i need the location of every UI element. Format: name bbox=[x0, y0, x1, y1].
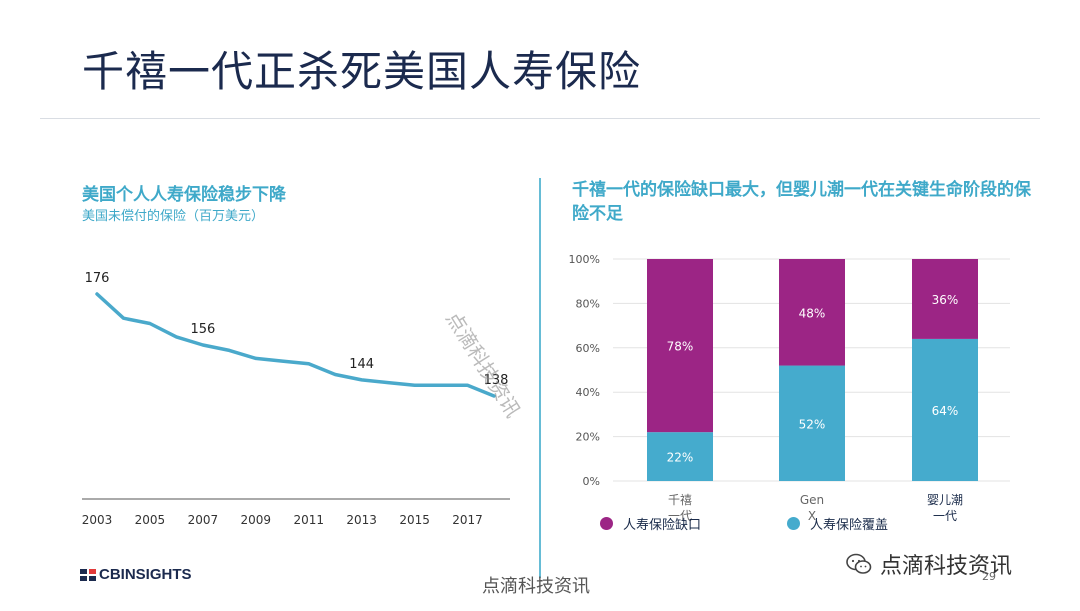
y-tick-label: 20% bbox=[576, 431, 600, 444]
bar-value-label: 36% bbox=[932, 293, 959, 307]
bar-value-label: 48% bbox=[799, 306, 826, 320]
left-chart-subtitle: 美国未偿付的保险（百万美元） bbox=[82, 209, 265, 224]
category-label: 一代 bbox=[668, 509, 692, 523]
y-tick-label: 100% bbox=[569, 253, 600, 266]
x-tick-label: 2003 bbox=[82, 513, 113, 527]
bar-value-label: 52% bbox=[799, 417, 826, 431]
bar-segment bbox=[779, 365, 845, 481]
title-divider bbox=[40, 118, 1040, 119]
bar-segment bbox=[912, 338, 978, 481]
bar-segment bbox=[912, 259, 978, 339]
bar-value-label: 64% bbox=[932, 404, 959, 418]
cbinsights-logo-text: CBINSIGHTS bbox=[99, 566, 192, 583]
x-tick-label: 2015 bbox=[399, 513, 430, 527]
line-data-label: 144 bbox=[349, 357, 374, 372]
legend-swatch-coverage bbox=[787, 517, 800, 530]
x-tick-label: 2005 bbox=[135, 513, 166, 527]
cbinsights-logo-icon bbox=[80, 568, 96, 581]
legend-label-gap: 人寿保险缺口 bbox=[623, 518, 702, 533]
legend-swatch-gap bbox=[600, 517, 613, 530]
panel-divider bbox=[539, 178, 541, 578]
x-tick-label: 2007 bbox=[188, 513, 219, 527]
bar-segment bbox=[779, 259, 845, 366]
x-tick-label: 2009 bbox=[241, 513, 272, 527]
line-series bbox=[95, 292, 496, 398]
cbinsights-logo: CBINSIGHTS bbox=[80, 566, 192, 583]
wechat-icon bbox=[846, 553, 872, 574]
bar-value-label: 22% bbox=[667, 451, 694, 465]
category-label: 一代 bbox=[933, 509, 957, 523]
y-tick-label: 40% bbox=[576, 386, 600, 399]
legend-item-coverage: 人寿保险覆盖 bbox=[787, 514, 888, 533]
page-number: 29 bbox=[982, 570, 996, 583]
page-title: 千禧一代正杀死美国人寿保险 bbox=[82, 47, 642, 96]
watermark-badge: 点滴科技资讯 bbox=[846, 548, 1012, 580]
line-data-label: 156 bbox=[190, 322, 215, 337]
bar-segment bbox=[647, 259, 713, 433]
y-tick-label: 80% bbox=[576, 297, 600, 310]
x-tick-label: 2013 bbox=[346, 513, 377, 527]
x-tick-label: 2011 bbox=[293, 513, 324, 527]
x-tick-label: 2017 bbox=[452, 513, 483, 527]
y-tick-label: 60% bbox=[576, 342, 600, 355]
watermark-bottom: 点滴科技资讯 bbox=[482, 576, 590, 597]
category-label: 千禧 bbox=[668, 493, 692, 507]
watermark-badge-text: 点滴科技资讯 bbox=[880, 554, 1013, 579]
legend-label-coverage: 人寿保险覆盖 bbox=[810, 518, 889, 533]
line-data-label: 138 bbox=[484, 373, 509, 388]
line-data-label: 176 bbox=[85, 271, 110, 286]
y-tick-label: 0% bbox=[583, 475, 600, 488]
category-label: 婴儿潮 bbox=[927, 492, 963, 507]
left-chart-title: 美国个人人寿保险稳步下降 bbox=[82, 185, 286, 205]
bar-segment bbox=[647, 432, 713, 481]
category-label: Gen bbox=[800, 493, 824, 507]
category-label: X bbox=[808, 509, 816, 523]
legend-item-gap: 人寿保险缺口 bbox=[600, 514, 701, 533]
right-chart-title: 千禧一代的保险缺口最大，但婴儿潮一代在关键生命阶段的保险不足 bbox=[572, 180, 1031, 224]
bar-value-label: 78% bbox=[667, 340, 694, 354]
